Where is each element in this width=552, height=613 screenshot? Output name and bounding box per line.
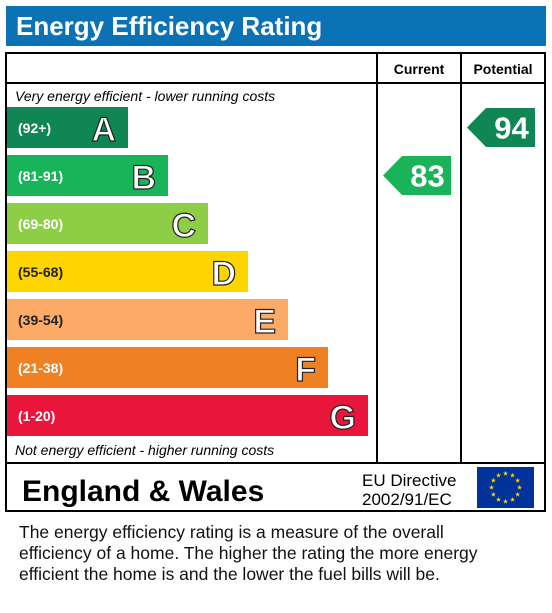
star-icon [517,484,522,490]
band-range-label: (55-68) [18,264,63,280]
eu-flag-icon [477,467,534,508]
band-d: (55-68) D [7,251,248,294]
band-bar [7,107,128,148]
explanation-line: efficient the home is and the lower the … [19,564,440,584]
star-icon [510,472,515,478]
star-icon [503,498,508,504]
band-bar [7,395,368,436]
band-letter: A [91,111,116,149]
rating-arrow-shape [467,108,535,147]
band-range-label: (21-38) [18,360,63,376]
band-range-label: (69-80) [18,216,63,232]
band-letter: G [330,399,356,437]
star-icon [489,484,494,490]
band-g: (1-20) G [7,395,368,438]
band-a: (92+) A [7,107,128,150]
explanation-line: efficiency of a home. The higher the rat… [19,543,478,563]
energy-rating-chart: Current Potential Very energy efficient … [5,52,546,512]
directive-line-2: 2002/91/EC [362,490,452,509]
band-f: (21-38) F [7,347,328,390]
rating-value: 94 [494,111,529,146]
band-b: (81-91) B [7,155,168,198]
band-bar [7,155,168,196]
band-letter: B [131,159,156,197]
band-range-label: (81-91) [18,168,63,184]
star-icon [510,497,515,502]
band-letter: C [171,207,196,245]
star-icon [503,470,508,476]
star-icon [496,497,501,502]
band-letter: F [295,351,316,389]
star-icon [496,472,501,478]
bottom-note: Not energy efficient - higher running co… [15,442,274,458]
star-icon [515,491,521,497]
rating-bands: (92+) A (81-91) B (69-80) C (55-68) D (39-54) E (2… [7,107,368,438]
chart-title: Energy Efficiency Rating [6,6,546,46]
band-range-label: (39-54) [18,312,63,328]
band-letter: D [211,255,236,293]
region-label: England & Wales [22,475,264,508]
rating-arrow-shape [383,156,451,195]
band-c: (69-80) C [7,203,208,246]
chart-frame [5,52,546,512]
rating-arrows: 83 94 [383,108,535,195]
explanation-line: The energy efficiency rating is a measur… [19,522,444,542]
band-bar [7,347,328,388]
band-bar [7,299,288,340]
star-icon [490,477,496,483]
star-icon [490,491,496,497]
current-rating-arrow: 83 [383,156,451,195]
band-bar [7,203,208,244]
explanation-text: The energy efficiency rating is a measur… [19,522,539,585]
directive-line-1: EU Directive [362,471,456,490]
top-note: Very energy efficient - lower running co… [15,88,275,104]
column-header-current: Current [394,61,445,77]
band-range-label: (1-20) [18,408,55,424]
rating-value: 83 [410,159,444,194]
band-range-label: (92+) [18,120,51,136]
potential-rating-arrow: 94 [467,108,535,147]
band-e: (39-54) E [7,299,288,342]
band-letter: E [253,303,276,341]
column-header-potential: Potential [473,61,532,77]
band-bar [7,251,248,292]
star-icon [515,477,521,483]
